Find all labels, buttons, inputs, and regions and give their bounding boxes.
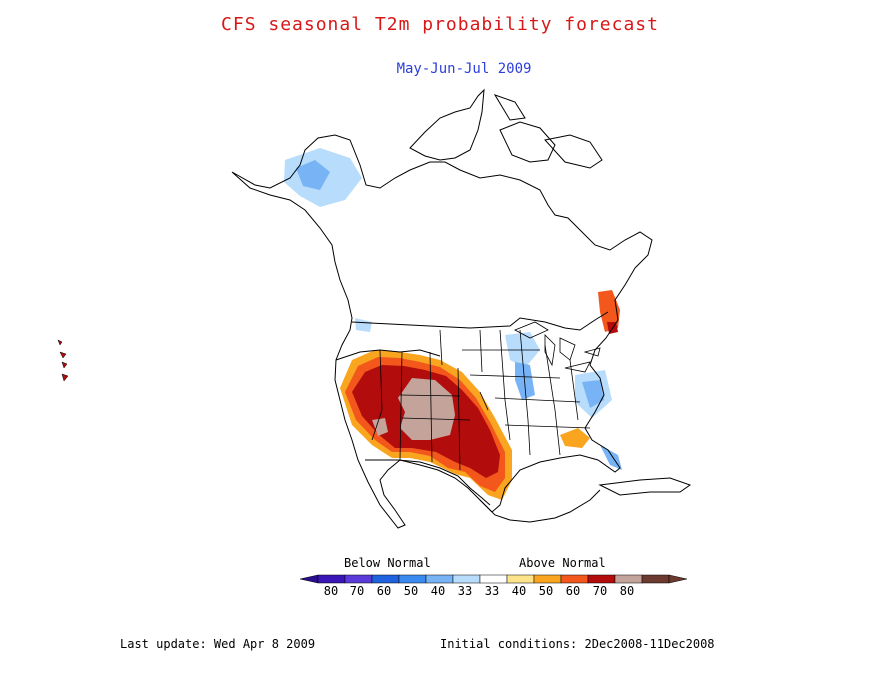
- colorbar-swatch: [560, 574, 589, 584]
- alaska-below-normal-area: [284, 148, 362, 207]
- legend-tick: 50: [538, 584, 554, 598]
- legend-tick: 70: [592, 584, 608, 598]
- colorbar-swatch: [587, 574, 616, 584]
- colorbar-swatch: [344, 574, 373, 584]
- colorbar-swatch: [614, 574, 643, 584]
- above-normal-label: Above Normal: [519, 556, 606, 570]
- colorbar-left-arrow: [299, 574, 319, 584]
- below-normal-label: Below Normal: [344, 556, 431, 570]
- legend-tick: 40: [511, 584, 527, 598]
- legend-tick: 70: [349, 584, 365, 598]
- state-borders: [371, 329, 591, 471]
- colorbar-right-arrow: [668, 574, 688, 584]
- legend-tick: 60: [376, 584, 392, 598]
- northeast-below-normal-area: [355, 318, 622, 470]
- probability-colorbar: [299, 574, 688, 584]
- colorbar-swatch: [533, 574, 562, 584]
- colorbar-swatch: [479, 574, 508, 584]
- colorbar-swatch: [641, 574, 670, 584]
- legend-tick: 80: [619, 584, 635, 598]
- colorbar-swatch: [371, 574, 400, 584]
- colorbar-swatch: [317, 574, 346, 584]
- colorbar-swatch: [398, 574, 427, 584]
- legend-tick: 50: [403, 584, 419, 598]
- map-subtitle: May-Jun-Jul 2009: [396, 61, 532, 77]
- colorbar-swatch: [452, 574, 481, 584]
- legend-tick: 33: [484, 584, 500, 598]
- legend-tick: 80: [323, 584, 339, 598]
- legend-tick: 60: [565, 584, 581, 598]
- great-lakes: [514, 321, 601, 373]
- initial-conditions-text: Initial conditions: 2Dec2008-11Dec2008: [440, 637, 715, 651]
- coastlines: [231, 88, 692, 529]
- map-title: CFS seasonal T2m probability forecast: [221, 14, 659, 35]
- last-update-text: Last update: Wed Apr 8 2009: [120, 637, 316, 651]
- legend-tick: 40: [430, 584, 446, 598]
- colorbar-swatch: [506, 574, 535, 584]
- legend-tick: 33: [457, 584, 473, 598]
- colorbar-swatch: [425, 574, 454, 584]
- hawaii-islands: [57, 339, 69, 382]
